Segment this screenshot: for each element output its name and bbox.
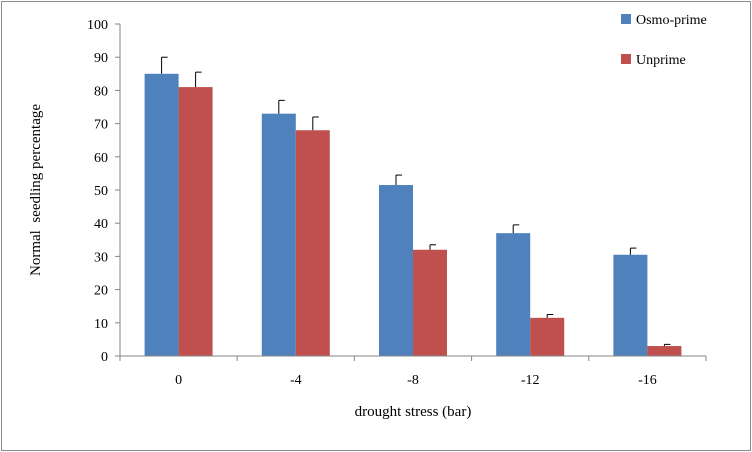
y-tick-label: 40 (94, 217, 108, 232)
bar-osmo-prime (144, 73, 179, 357)
y-tick-label: 0 (101, 350, 108, 365)
x-tick-label: -16 (638, 373, 657, 388)
y-tick-label: 60 (94, 151, 108, 166)
x-tick-label: -12 (521, 373, 540, 388)
legend-label: Osmo-prime (636, 13, 707, 28)
x-axis-title: drought stress (bar) (355, 404, 472, 420)
y-tick-label: 80 (94, 84, 108, 99)
bar-unprime (295, 130, 330, 356)
y-tick-label: 30 (94, 250, 108, 265)
bar-osmo-prime (613, 254, 648, 356)
bar-osmo-prime (379, 185, 413, 356)
y-tick-label: 50 (94, 184, 108, 199)
y-tick-label: 10 (94, 317, 108, 332)
legend-swatch (621, 54, 631, 64)
x-tick-label: -4 (290, 373, 302, 388)
y-tick-label: 90 (94, 51, 108, 66)
legend-label: Unprime (636, 53, 686, 68)
y-axis-title: Normal seedling percentage (28, 104, 44, 276)
bar-osmo-prime (261, 113, 296, 356)
bar-osmo-prime (496, 233, 531, 356)
legend: Osmo-prime Unprime (621, 13, 707, 68)
x-axis-ticks: 0 -4 -8 -12 -16 (119, 356, 707, 388)
bar-unprime (647, 346, 682, 356)
bars (144, 73, 682, 357)
bar-unprime (178, 87, 213, 356)
y-tick-label: 20 (94, 284, 108, 299)
x-tick-label: 0 (175, 373, 182, 388)
y-axis-ticks: 0 10 20 30 40 50 60 70 80 90 100 (87, 18, 120, 365)
bar-unprime (413, 249, 447, 356)
y-tick-label: 100 (87, 18, 108, 33)
legend-swatch (621, 14, 631, 24)
bar-unprime (530, 317, 565, 356)
x-tick-label: -8 (407, 373, 419, 388)
error-bars (161, 56, 671, 347)
y-tick-label: 70 (94, 118, 108, 133)
